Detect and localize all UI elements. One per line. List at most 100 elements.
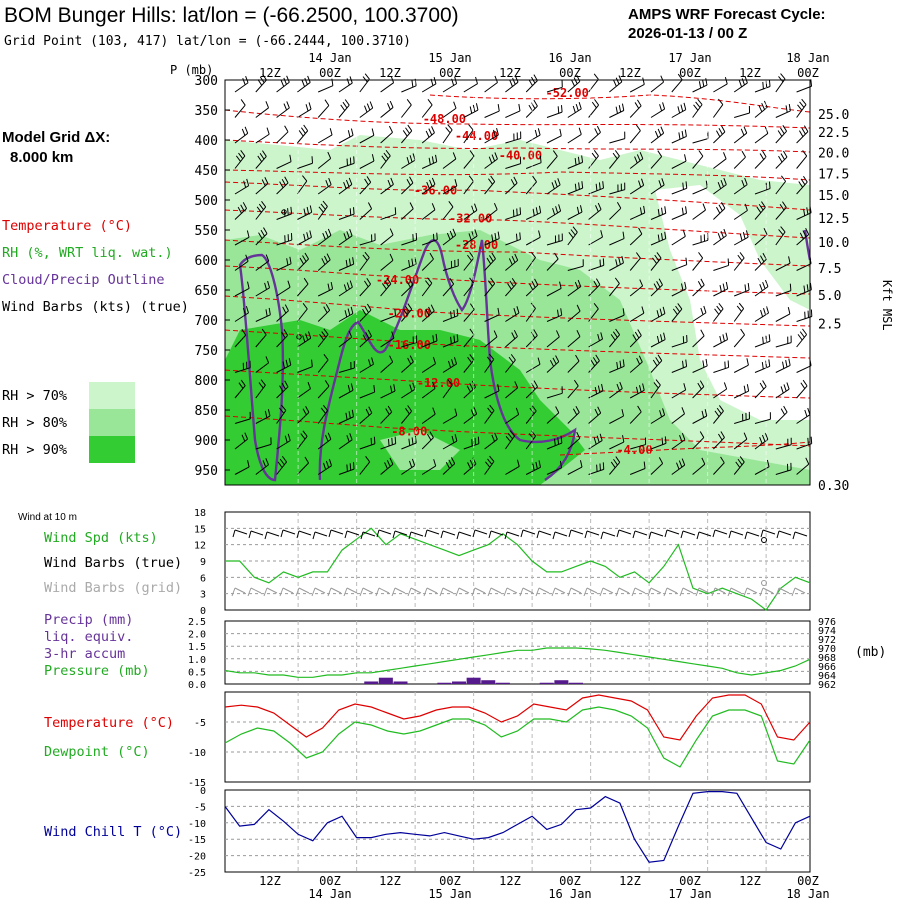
barb-feather xyxy=(631,587,636,597)
wind-barb xyxy=(692,380,705,399)
wind-barb-feather xyxy=(510,179,515,186)
wind-barb-staff xyxy=(442,83,457,93)
wind-barb xyxy=(338,156,355,169)
wind-barb-feather xyxy=(681,283,684,291)
wind-barb-feather xyxy=(780,226,786,233)
y-tick-label: 2.0 xyxy=(188,630,206,641)
wind-barb-staff xyxy=(609,365,625,373)
wind-barb-feather xyxy=(737,458,743,466)
barb-staff xyxy=(794,531,808,537)
barb-staff xyxy=(570,529,584,535)
isotherm-36 xyxy=(224,181,811,211)
bottom-day-label: 14 Jan xyxy=(308,887,351,900)
wind-barb-feather xyxy=(350,128,354,136)
wind-barb-feather xyxy=(328,458,333,466)
wind-barb-feather xyxy=(279,385,284,392)
wind-barb-staff xyxy=(692,257,704,271)
wind-barb xyxy=(297,406,310,424)
wind-barb-feather xyxy=(283,103,288,111)
isotherm-label: -4.00 xyxy=(616,443,652,457)
wind-barb xyxy=(297,359,313,373)
wind-barb-feather xyxy=(343,233,347,241)
wind-barb-feather xyxy=(702,203,706,211)
wind-barb xyxy=(775,226,786,246)
wind-barb-feather xyxy=(453,309,456,318)
wind-barb xyxy=(442,152,457,169)
barb-feather xyxy=(760,529,764,538)
wind-barb-staff xyxy=(421,465,437,475)
bottom-hour-label: 12Z xyxy=(499,874,521,888)
wind-barb-feather xyxy=(308,102,312,110)
wind-barb-feather xyxy=(683,383,687,391)
precip-bar xyxy=(452,681,466,684)
surface-wind-barb-true xyxy=(408,531,424,540)
wind-barb-feather xyxy=(303,277,309,285)
wind-barb-feather xyxy=(263,227,268,234)
wind-barb xyxy=(671,206,688,220)
wind-barb-staff xyxy=(401,85,417,93)
wind-barb-feather xyxy=(473,407,478,415)
wind-barb-feather xyxy=(286,75,290,83)
barb-feather xyxy=(391,587,396,597)
wind-barb-feather xyxy=(348,177,353,185)
wind-barb-feather xyxy=(406,178,411,186)
wind-barb-staff xyxy=(525,466,541,475)
surface-wind-barb-grid xyxy=(599,587,614,597)
wind-barb-feather xyxy=(788,103,791,112)
top-hour-label: 00Z xyxy=(439,66,461,80)
wind-barb xyxy=(671,102,687,118)
wind-barb-staff xyxy=(629,389,645,399)
barb-staff xyxy=(362,531,376,537)
wind-barb xyxy=(650,457,664,475)
wind-barb xyxy=(276,256,292,271)
wind-barb xyxy=(567,330,581,348)
wind-barb-feather xyxy=(659,410,663,418)
wind-barb-feather xyxy=(622,435,625,443)
wind-barb-feather xyxy=(513,308,517,316)
wind-barb-feather xyxy=(485,461,491,468)
wind-barb-feather xyxy=(406,156,410,164)
pressure-tick-label: 962 xyxy=(818,680,836,691)
wind-barb-feather xyxy=(622,308,625,316)
wind-barb-staff xyxy=(317,359,329,373)
wind-barb-staff xyxy=(276,131,289,144)
wind-barb-staff xyxy=(380,390,396,399)
barb-feather xyxy=(600,531,604,540)
wind-barb-staff xyxy=(338,367,355,373)
wind-barb-staff xyxy=(401,465,415,475)
wind-barb-feather xyxy=(323,255,328,263)
wind-barb xyxy=(359,406,373,424)
surface-wind-barb-true xyxy=(776,530,792,539)
wind-barb-feather xyxy=(289,256,292,264)
wind-barb-feather xyxy=(431,203,436,210)
wind-barb xyxy=(630,461,646,475)
wind-barb-staff xyxy=(796,385,808,399)
wind-barb-feather xyxy=(619,381,623,389)
wind-barb-feather xyxy=(538,460,541,468)
wind-barb xyxy=(588,332,604,348)
wind-barb-feather xyxy=(593,437,597,445)
wind-barb-feather xyxy=(456,308,459,316)
wind-barb-feather xyxy=(723,177,727,185)
wind-barb xyxy=(650,354,663,373)
wind-barb-feather xyxy=(705,358,708,366)
top-hour-label: 00Z xyxy=(797,66,819,80)
wind-barb-staff xyxy=(567,310,581,322)
wind-barb-feather xyxy=(804,409,808,417)
surface-wind-barb-true xyxy=(344,530,360,539)
wind-barb xyxy=(629,329,642,348)
barb-staff xyxy=(682,530,696,536)
wind-barb-feather xyxy=(725,281,729,289)
wind-barb-feather xyxy=(325,179,329,187)
wind-barb-feather xyxy=(364,105,368,113)
wind-barb xyxy=(588,202,602,220)
barb-feather xyxy=(775,587,780,597)
wind-barb-feather xyxy=(782,125,788,132)
wind-barb-feather xyxy=(326,253,331,261)
barb-staff xyxy=(602,587,614,594)
wind-barb-feather xyxy=(560,105,563,113)
wind-barb-feather xyxy=(810,436,813,444)
wind-barb-staff xyxy=(442,129,453,144)
wind-barb-feather xyxy=(265,309,268,317)
wind-barb-feather xyxy=(322,232,326,240)
